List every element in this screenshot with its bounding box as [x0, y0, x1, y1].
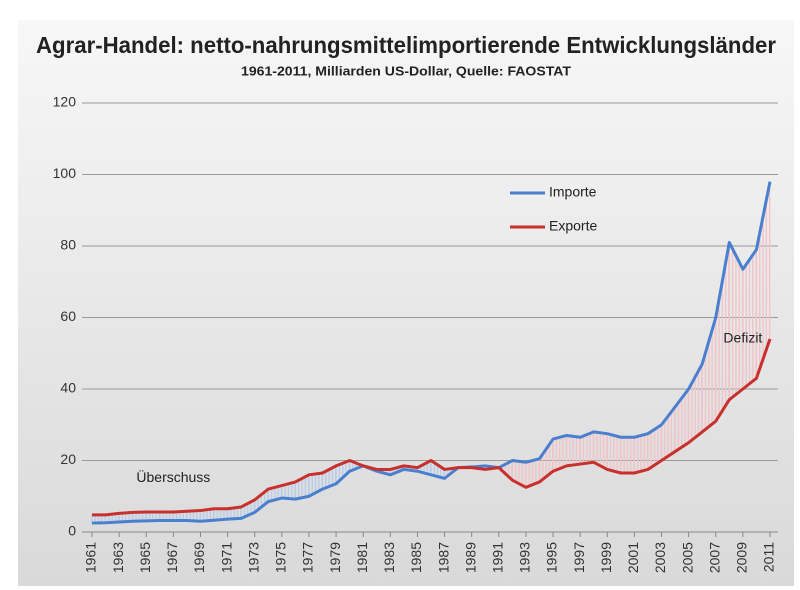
- x-tick-label: 1965: [137, 542, 153, 573]
- x-tick-label: 1997: [571, 542, 587, 573]
- x-tick-label: 2005: [679, 542, 695, 573]
- x-tick-label: 1961: [83, 542, 99, 573]
- x-tick-label: 1985: [408, 542, 424, 573]
- panel: [18, 20, 794, 586]
- chart-title: Agrar-Handel: netto-nahrungsmittelimport…: [36, 32, 776, 58]
- x-tick-label: 1967: [164, 542, 180, 573]
- annotation: Überschuss: [136, 468, 210, 485]
- x-tick-label: 1969: [191, 542, 207, 573]
- x-tick-label: 1993: [517, 542, 533, 573]
- series-line: [92, 338, 772, 517]
- x-tick-label: 2001: [625, 542, 641, 573]
- chart-subtitle: 1961-2011, Milliarden US-Dollar, Quelle:…: [241, 63, 571, 78]
- x-tick-label: 1971: [218, 542, 234, 573]
- x-tick-label: 1989: [462, 542, 478, 573]
- x-tick-label: 2007: [706, 542, 722, 573]
- y-tick-label: 80: [60, 237, 76, 253]
- y-tick-label: 60: [60, 308, 76, 324]
- x-tick-label: 1977: [300, 542, 316, 573]
- x-tick-label: 1995: [544, 542, 560, 573]
- y-tick-label: 0: [68, 523, 76, 539]
- x-tick-label: 2009: [734, 542, 750, 573]
- x-tick-label: 1987: [435, 542, 451, 573]
- y-tick-label: 20: [60, 451, 76, 467]
- x-tick-label: 1973: [245, 542, 261, 573]
- x-tick-label: 1975: [273, 542, 289, 573]
- series-line: [91, 181, 772, 525]
- annotation: Defizit: [723, 330, 762, 346]
- x-tick-label: 1991: [490, 542, 506, 573]
- x-tick-label: 2011: [761, 542, 777, 572]
- x-tick-label: 1963: [110, 542, 126, 573]
- y-tick-label: 40: [60, 380, 76, 396]
- x-tick-label: 2003: [652, 542, 668, 573]
- x-tick-label: 1981: [354, 542, 370, 573]
- y-tick-label: 120: [53, 94, 77, 110]
- legend-label: Exporte: [549, 218, 597, 234]
- x-tick-label: 1979: [327, 542, 343, 573]
- y-tick-label: 100: [53, 165, 77, 181]
- x-tick-label: 1999: [598, 542, 614, 573]
- x-tick-label: 1983: [381, 542, 397, 573]
- legend-label: Importe: [549, 184, 597, 200]
